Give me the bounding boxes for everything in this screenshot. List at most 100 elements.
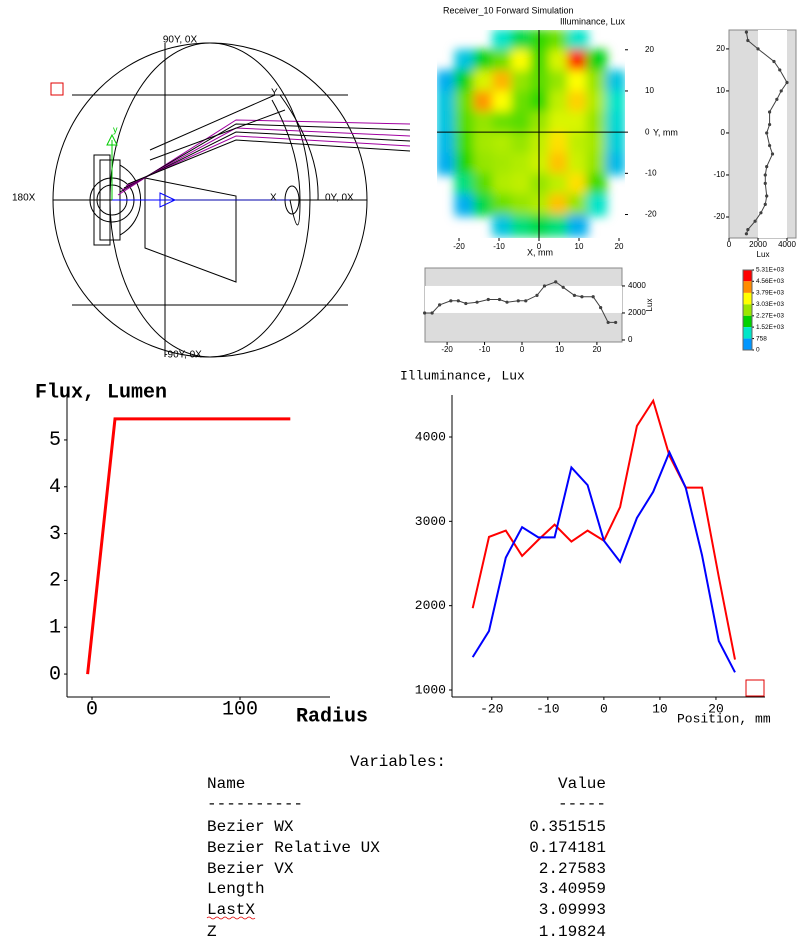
heatmap-cell bbox=[437, 152, 457, 176]
heatmap-cell bbox=[492, 131, 513, 155]
y-tick-label: -10 bbox=[713, 170, 725, 179]
x-axis-label: Radius bbox=[296, 705, 368, 728]
heatmap-cell bbox=[605, 90, 625, 114]
data-point bbox=[779, 89, 783, 93]
colorbar-segment bbox=[743, 338, 752, 350]
heatmap-cell bbox=[567, 30, 589, 52]
data-point bbox=[763, 202, 767, 206]
x-tick-label: 2000 bbox=[749, 240, 767, 249]
heatmap-cell bbox=[586, 90, 607, 114]
x-tick-label: -20 bbox=[441, 345, 453, 354]
heatmap-cell bbox=[548, 173, 570, 196]
heatmap-cell bbox=[567, 70, 589, 93]
heatmap-cell bbox=[454, 152, 476, 176]
heatmap-cell bbox=[567, 152, 589, 176]
heatmap-cell bbox=[473, 152, 495, 176]
data-point bbox=[449, 299, 453, 303]
data-point bbox=[778, 68, 782, 72]
ray-trace bbox=[50, 42, 411, 358]
heatmap-cell bbox=[492, 90, 513, 114]
header-rule: ----- bbox=[558, 795, 606, 813]
data-point bbox=[785, 80, 789, 85]
x-tick-label: 0 bbox=[520, 345, 525, 354]
heatmap-cell bbox=[548, 111, 570, 134]
heatmap-cell bbox=[529, 131, 551, 155]
x-tick-label: 10 bbox=[575, 242, 584, 251]
heatmap-cell bbox=[548, 193, 570, 217]
data-point bbox=[756, 47, 760, 51]
chart-title: Receiver_10 Forward Simulation bbox=[443, 5, 574, 15]
chart-subtitle: Illuminance, Lux bbox=[560, 16, 626, 26]
heatmap-cell bbox=[492, 70, 513, 93]
variable-name: Bezier WX bbox=[207, 818, 294, 836]
heatmap-cell bbox=[492, 193, 513, 217]
ray bbox=[125, 135, 411, 187]
data-point bbox=[438, 303, 442, 307]
y-tick-label: 4 bbox=[49, 476, 61, 499]
variable-name: Bezier VX bbox=[207, 860, 294, 878]
y-tick-label: 2000 bbox=[415, 598, 446, 613]
x-tick-label: -10 bbox=[493, 242, 505, 251]
arrow-head bbox=[106, 133, 118, 146]
heatmap-cell bbox=[529, 214, 551, 237]
data-point bbox=[542, 284, 547, 288]
heatmap-cell bbox=[586, 111, 607, 134]
x-tick-label: -10 bbox=[479, 345, 491, 354]
heatmap-cell bbox=[548, 90, 570, 114]
heatmap-cell bbox=[473, 49, 495, 73]
data-point bbox=[744, 232, 749, 236]
variables-table: Variables: Name Value ---------- ----- B… bbox=[206, 753, 606, 941]
data-point bbox=[759, 211, 763, 215]
lens bbox=[279, 94, 319, 201]
data-point bbox=[768, 143, 772, 148]
colorbar-label: 758 bbox=[756, 335, 767, 342]
heatmap-cell bbox=[567, 193, 589, 217]
variable-value: 0.174181 bbox=[529, 839, 606, 857]
y-tick-label: 0 bbox=[721, 128, 726, 137]
x-axis-label: Position, mm bbox=[677, 711, 771, 726]
colorbar-label: 2.27E+03 bbox=[756, 313, 784, 320]
heatmap-cell bbox=[605, 70, 625, 93]
heatmap-cell bbox=[529, 111, 551, 134]
ray bbox=[149, 94, 276, 151]
arrow-head bbox=[159, 192, 177, 208]
heatmap-cell bbox=[586, 193, 607, 217]
chart-title: Illuminance, Lux bbox=[400, 368, 525, 383]
heatmap-cell bbox=[492, 173, 513, 196]
y-tick-label: 0 bbox=[49, 663, 61, 686]
heatmap-cell bbox=[567, 131, 589, 155]
ray bbox=[119, 123, 411, 193]
data-point bbox=[486, 297, 490, 302]
source-body bbox=[93, 154, 111, 246]
data-point bbox=[535, 293, 539, 298]
heatmap-cell bbox=[454, 111, 476, 134]
x-tick-label: -20 bbox=[453, 242, 465, 251]
heatmap-cell bbox=[567, 90, 589, 114]
heatmap-cell bbox=[548, 49, 570, 73]
heatmap-cell bbox=[567, 173, 589, 196]
colorbar-segment bbox=[743, 281, 752, 293]
y-tick-label: 5 bbox=[49, 429, 61, 452]
heatmap-cell bbox=[473, 70, 495, 93]
x-tick-label: -20 bbox=[480, 701, 503, 716]
heatmap-cell bbox=[511, 152, 532, 176]
data-point bbox=[505, 300, 509, 304]
y-tick-label: 0 bbox=[645, 127, 650, 136]
heatmap-cell bbox=[586, 49, 607, 73]
y-tick-label: 20 bbox=[716, 44, 725, 53]
heatmap-cell bbox=[454, 173, 476, 196]
heatmap-cell bbox=[511, 193, 532, 217]
column-header: Value bbox=[558, 775, 606, 793]
y-tick-label: 3000 bbox=[415, 514, 446, 529]
y-tick-label: 1 bbox=[49, 617, 61, 640]
heatmap-cell bbox=[454, 193, 476, 217]
heatmap-cell bbox=[605, 111, 625, 134]
x-tick-label: 20 bbox=[615, 242, 624, 251]
colorbar-label: 4.56E+03 bbox=[756, 278, 784, 285]
data-point bbox=[524, 299, 528, 303]
data-point bbox=[770, 152, 775, 156]
heatmap-cell bbox=[473, 90, 495, 114]
colorbar-label: 0 bbox=[756, 347, 760, 354]
